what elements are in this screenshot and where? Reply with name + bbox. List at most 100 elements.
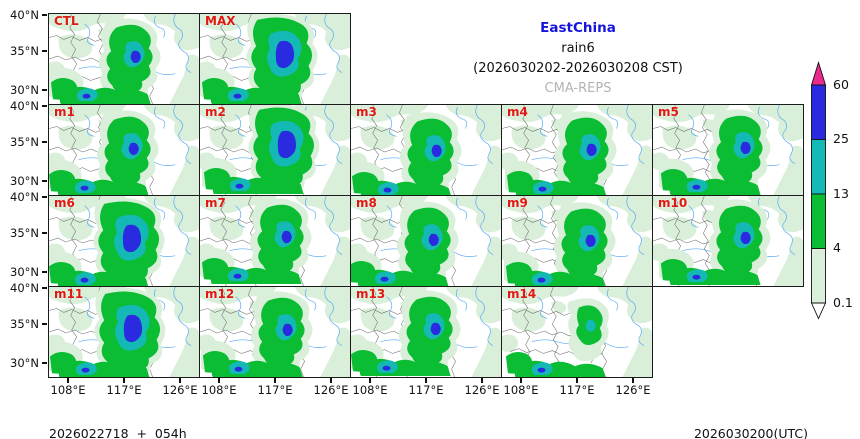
map-panel-m6: m6	[48, 195, 200, 287]
panel-label: m8	[356, 196, 377, 210]
colorbar-label: 13	[833, 186, 849, 201]
map-panel-m5: m5	[652, 104, 804, 196]
panel-label: m14	[507, 287, 537, 301]
panel-label: m5	[658, 105, 679, 119]
panel-row-3: m6 m7 m8 m9 m10	[48, 195, 804, 287]
variable-title: rain6	[561, 41, 595, 56]
panel-row-4: m11 m12 m13 m14	[48, 286, 653, 378]
lon-tick-mark	[218, 378, 220, 383]
lat-tick-label: 40°N	[10, 190, 39, 204]
panel-label: m2	[205, 105, 226, 119]
map-panel-m8: m8	[350, 195, 502, 287]
colorbar-extend-above	[810, 60, 827, 86]
lat-tick-label: 35°N	[10, 226, 39, 240]
lat-tick-mark	[42, 180, 47, 182]
colorbar-segment-13-25	[811, 139, 826, 195]
colorbar-label: 25	[833, 131, 849, 146]
map-panel-m2: m2	[199, 104, 351, 196]
map-panel-m9: m9	[501, 195, 653, 287]
colorbar	[810, 60, 827, 320]
panel-label: m7	[205, 196, 226, 210]
panel-row-2: m1 m2 m3 m4 m5	[48, 104, 804, 196]
panel-label: m3	[356, 105, 377, 119]
map-panel-m13: m13	[350, 286, 502, 378]
map-panel-m11: m11	[48, 286, 200, 378]
lon-tick-label: 117°E	[106, 383, 142, 397]
lat-tick-mark	[42, 14, 47, 16]
panel-label: m4	[507, 105, 528, 119]
map-panel-m7: m7	[199, 195, 351, 287]
colorbar-label: 4	[833, 240, 841, 255]
lon-tick-label: 126°E	[313, 383, 349, 397]
lat-tick-label: 35°N	[10, 44, 39, 58]
lat-tick-label: 35°N	[10, 317, 39, 331]
panel-label: m10	[658, 196, 688, 210]
lon-tick-label: 117°E	[408, 383, 444, 397]
lon-tick-mark	[576, 378, 578, 383]
lon-tick-mark	[632, 378, 634, 383]
lat-tick-label: 40°N	[10, 99, 39, 113]
map-panel-m10: m10	[652, 195, 804, 287]
colorbar-segment-25-60	[811, 84, 826, 140]
lat-tick-mark	[42, 271, 47, 273]
panel-label: m11	[54, 287, 84, 301]
lat-tick-label: 30°N	[10, 83, 39, 97]
lon-tick-mark	[67, 378, 69, 383]
colorbar-extend-below	[810, 302, 827, 320]
period-title: (2026030202-2026030208 CST)	[473, 61, 683, 76]
colorbar-label: 60	[833, 77, 849, 92]
colorbar-label: 0.1	[833, 295, 853, 310]
lat-tick-mark	[42, 323, 47, 325]
lat-tick-label: 40°N	[10, 8, 39, 22]
lon-tick-label: 108°E	[503, 383, 539, 397]
lon-tick-mark	[520, 378, 522, 383]
lon-tick-mark	[369, 378, 371, 383]
lon-tick-label: 108°E	[352, 383, 388, 397]
lon-tick-mark	[123, 378, 125, 383]
lat-tick-mark	[42, 196, 47, 198]
panel-label: m13	[356, 287, 386, 301]
lat-tick-label: 30°N	[10, 265, 39, 279]
lon-tick-mark	[425, 378, 427, 383]
lat-tick-label: 40°N	[10, 281, 39, 295]
panel-label: m12	[205, 287, 235, 301]
panel-label: m6	[54, 196, 75, 210]
lon-tick-label: 117°E	[559, 383, 595, 397]
map-panel-m14: m14	[501, 286, 653, 378]
panel-label: m9	[507, 196, 528, 210]
lat-tick-mark	[42, 232, 47, 234]
lon-tick-label: 126°E	[162, 383, 198, 397]
lon-tick-label: 117°E	[257, 383, 293, 397]
colorbar-segment-4-13	[811, 193, 826, 249]
valid-time-block: 2026030200(UTC) 2026030208(CST)	[558, 400, 808, 439]
init-time-block: 2026022718 + 054h 2026022802 + 054h	[49, 400, 187, 439]
panel-label: m1	[54, 105, 75, 119]
lat-tick-mark	[42, 50, 47, 52]
lon-tick-label: 126°E	[615, 383, 651, 397]
lon-tick-label: 108°E	[50, 383, 86, 397]
panel-label: CTL	[54, 14, 79, 28]
panel-label: MAX	[205, 14, 236, 28]
lat-tick-label: 30°N	[10, 174, 39, 188]
colorbar-segment-0.1-4	[811, 248, 826, 304]
lat-tick-mark	[42, 141, 47, 143]
map-panel-m4: m4	[501, 104, 653, 196]
valid-time-utc: 2026030200(UTC)	[693, 426, 808, 439]
lat-tick-mark	[42, 287, 47, 289]
map-panel-m12: m12	[199, 286, 351, 378]
lat-tick-mark	[42, 89, 47, 91]
init-time-utc: 2026022718 + 054h	[49, 426, 187, 439]
lat-tick-label: 30°N	[10, 356, 39, 370]
region-title: EastChina	[540, 20, 616, 36]
lon-tick-mark	[274, 378, 276, 383]
lat-tick-mark	[42, 362, 47, 364]
lon-tick-mark	[481, 378, 483, 383]
lon-tick-mark	[179, 378, 181, 383]
title-block: EastChina rain6 (2026030202-2026030208 C…	[428, 20, 728, 96]
lon-tick-mark	[330, 378, 332, 383]
map-panel-m1: m1	[48, 104, 200, 196]
lat-tick-mark	[42, 105, 47, 107]
panel-row-1: CTL MAX	[48, 13, 351, 105]
map-panel-ctl: CTL	[48, 13, 200, 105]
